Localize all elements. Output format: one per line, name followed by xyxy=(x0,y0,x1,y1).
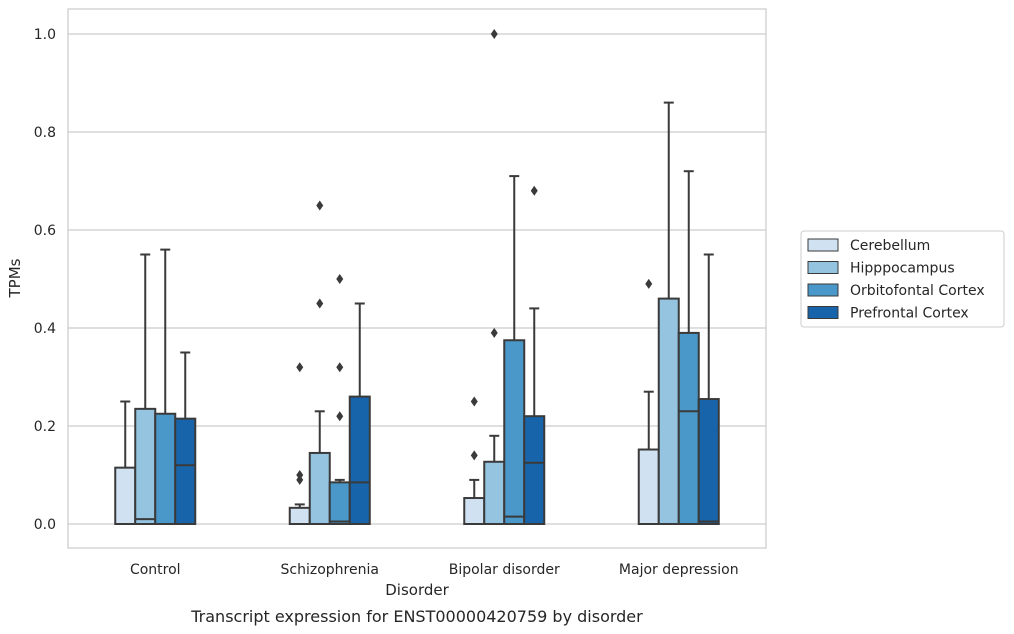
x-tick-label: Major depression xyxy=(619,562,739,578)
x-tick-labels: Control Schizophrenia Bipolar disorder Majo… xyxy=(130,562,739,578)
plot-frame xyxy=(67,8,767,549)
box-prefrontal-cortex xyxy=(523,185,546,526)
box-body xyxy=(637,448,660,525)
boxes-layer xyxy=(114,29,720,526)
box-prefrontal-cortex xyxy=(697,253,720,525)
box-body xyxy=(503,339,526,525)
box-hipppocampus xyxy=(483,29,506,525)
outlier-point xyxy=(490,327,498,338)
y-tick-label: 0.6 xyxy=(34,223,56,239)
outlier-point xyxy=(470,396,478,407)
box-body xyxy=(288,506,311,525)
box-prefrontal-cortex xyxy=(348,302,371,526)
outlier-point xyxy=(530,185,538,196)
y-tick-label: 0.4 xyxy=(34,321,56,337)
box-cerebellum xyxy=(114,400,137,525)
legend-swatch xyxy=(807,261,839,274)
outlier-point xyxy=(296,470,304,480)
outlier-point xyxy=(316,200,324,211)
box-body xyxy=(134,407,157,526)
outlier-point xyxy=(296,362,304,373)
box-body xyxy=(154,412,177,525)
x-axis-label: Disorder xyxy=(385,581,449,599)
legend-label: Prefrontal Cortex xyxy=(850,306,969,322)
chart-caption: Transcript expression for ENST0000042075… xyxy=(190,607,643,626)
x-tick-label: Control xyxy=(130,562,181,578)
y-tick-label: 0.0 xyxy=(34,517,56,533)
outlier-point xyxy=(490,29,498,39)
box-orbitofontal-cortex xyxy=(328,274,351,526)
box-orbitofontal-cortex xyxy=(503,175,526,525)
box-body xyxy=(328,481,351,526)
outlier-point xyxy=(316,298,324,309)
y-tick-label: 1.0 xyxy=(34,27,56,43)
box-orbitofontal-cortex xyxy=(677,170,700,525)
outlier-point xyxy=(645,278,653,289)
box-body xyxy=(697,398,720,525)
y-axis-label: TPMs xyxy=(6,258,24,298)
box-body xyxy=(308,451,331,526)
box-body xyxy=(677,331,700,525)
box-cerebellum xyxy=(637,278,660,525)
legend-swatch xyxy=(807,283,839,297)
y-tick-label: 0.8 xyxy=(34,125,56,141)
box-hipppocampus xyxy=(657,101,680,525)
legend-swatch xyxy=(807,238,839,252)
legend: Cerebellum Hipppocampus Orbitofontal Corte… xyxy=(800,230,1005,328)
outlier-point xyxy=(470,450,478,461)
box-orbitofontal-cortex xyxy=(154,248,177,525)
box-body xyxy=(174,417,197,525)
box-body xyxy=(114,466,137,525)
legend-label: Orbitofontal Cortex xyxy=(850,283,985,299)
box-hipppocampus xyxy=(308,200,331,526)
x-tick-label: Bipolar disorder xyxy=(449,562,560,578)
outlier-point xyxy=(336,274,344,284)
legend-swatch xyxy=(807,306,839,319)
legend-frame xyxy=(800,230,1005,328)
y-tick-labels: 0.0 0.2 0.4 0.6 0.8 1.0 xyxy=(34,27,56,533)
box-body xyxy=(348,395,371,526)
box-body xyxy=(483,460,506,525)
box-body xyxy=(657,297,680,525)
x-tick-label: Schizophrenia xyxy=(281,562,379,578)
outlier-point xyxy=(336,411,344,422)
box-prefrontal-cortex xyxy=(174,351,197,525)
legend-label: Cerebellum xyxy=(850,238,930,254)
box-cerebellum xyxy=(288,362,311,525)
box-hipppocampus xyxy=(134,253,157,526)
y-tick-label: 0.2 xyxy=(34,419,56,435)
legend-label: Hipppocampus xyxy=(850,261,955,277)
box-body xyxy=(523,415,546,526)
box-cerebellum xyxy=(463,396,486,525)
outlier-point xyxy=(336,362,344,373)
box-body xyxy=(463,497,486,525)
